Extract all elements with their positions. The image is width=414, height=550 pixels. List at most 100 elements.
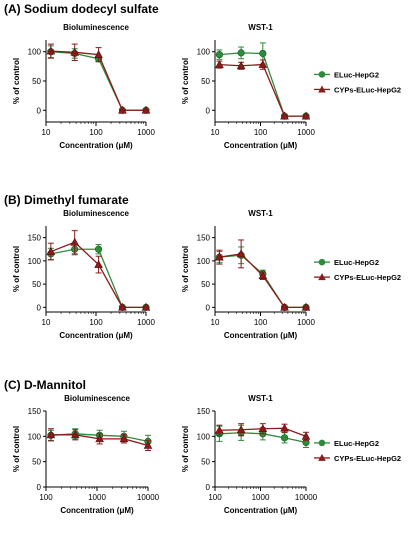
data-point-circle [215,51,224,59]
x-tick-label: 10 [211,318,220,327]
y-tick-label: 150 [197,407,211,416]
series-eluc [47,243,150,311]
chart-1: WST-1 0 50 100 10 100 1000 Concentration (μM) % … [181,23,401,150]
legend-marker-circle [318,439,326,447]
x-axis-label: Concentration (μM) [59,331,133,340]
y-axis-label: % of control [181,426,190,472]
data-point-triangle [94,50,103,58]
y-tick-label: 100 [28,432,42,441]
data-point-triangle [236,61,246,70]
legend-marker-circle [318,71,326,78]
series-cyps [215,423,311,441]
data-point-triangle [46,430,56,439]
data-point-circle [237,49,245,57]
y-axis-label: % of control [12,426,21,472]
data-point-triangle [236,249,246,258]
legend-label: CYPs-ELuc-HepG2 [334,85,401,94]
y-tick-label: 50 [32,77,41,86]
data-point-triangle [46,46,56,55]
legend-marker-triangle [318,85,326,93]
data-point-triangle [215,425,224,434]
data-point-triangle [280,423,289,432]
x-axis-label: Concentration (μM) [60,506,134,515]
y-axis-label: % of control [181,58,190,104]
x-tick-label: 100 [89,318,103,327]
y-tick-label: 0 [206,303,211,312]
y-tick-label: 0 [206,106,211,115]
y-tick-label: 150 [28,407,42,416]
chart-2: Bioluminescence 0 50 100 150 10 100 1000 Concent… [12,209,155,340]
x-tick-label: 100 [254,318,268,327]
x-tick-label: 100 [208,493,222,502]
x-tick-label: 10 [42,128,51,137]
x-tick-label: 1000 [297,318,315,327]
series-cyps [215,59,311,120]
data-point-triangle [301,111,311,120]
data-point-triangle [70,430,80,439]
chart-0: Bioluminescence 0 50 100 10 100 1000 Concentrat… [12,23,155,150]
series-line [219,254,306,309]
data-point-triangle [118,105,127,114]
legend-label: CYPs-ELuc-HepG2 [334,454,401,463]
data-point-triangle [46,246,56,255]
data-point-triangle [118,302,127,311]
y-tick-label: 100 [197,432,211,441]
y-tick-label: 100 [28,257,42,266]
x-axis-label: Concentration (μM) [224,141,298,150]
x-axis-label: Concentration (μM) [224,506,298,515]
y-tick-label: 100 [197,48,211,57]
x-tick-label: 1000 [252,493,270,502]
legend: ELuc-HepG2 CYPs-ELuc-HepG2 [314,439,401,463]
y-tick-label: 0 [37,106,42,115]
data-point-triangle [236,425,246,434]
data-point-triangle [280,302,289,311]
legend-marker-circle [318,258,326,266]
y-tick-label: 0 [37,483,42,492]
chart-title: WST-1 [248,23,273,32]
y-tick-label: 0 [37,303,42,312]
data-point-triangle [143,440,153,449]
y-tick-label: 50 [201,458,210,467]
legend: ELuc-HepG2 CYPs-ELuc-HepG2 [314,258,401,282]
y-tick-label: 100 [197,257,211,266]
series-line [219,63,306,117]
x-tick-label: 100 [89,128,103,137]
x-tick-label: 1000 [297,128,315,137]
data-point-triangle [215,59,224,68]
x-tick-label: 10 [211,128,220,137]
legend-marker-triangle [318,453,326,461]
data-point-triangle [94,259,103,268]
x-tick-label: 1000 [88,493,106,502]
y-tick-label: 0 [206,483,211,492]
x-tick-label: 1000 [137,318,155,327]
chart-3: WST-1 0 50 100 150 10 100 1000 Concentration (μM… [181,209,401,340]
y-tick-label: 50 [32,458,41,467]
data-point-triangle [141,302,151,311]
x-axis-label: Concentration (μM) [59,141,133,150]
legend: ELuc-HepG2 CYPs-ELuc-HepG2 [314,70,401,94]
y-axis-label: % of control [181,246,190,292]
chart-title: Bioluminescence [63,209,129,218]
y-tick-label: 50 [201,280,210,289]
data-point-triangle [258,59,268,68]
panel-title-c: (C) D-Mannitol [4,378,86,392]
y-tick-label: 50 [32,280,41,289]
x-tick-label: 10000 [295,493,318,502]
panel-title-a: (A) Sodium dodecyl sulfate [4,2,159,16]
legend-label: ELuc-HepG2 [334,439,379,448]
data-point-triangle [141,105,151,114]
data-point-triangle [70,47,80,56]
x-tick-label: 100 [254,128,268,137]
data-point-circle [94,245,103,253]
y-axis-label: % of control [12,246,21,292]
data-point-triangle [119,434,129,443]
legend-marker-triangle [318,273,326,281]
data-point-triangle [258,424,268,433]
x-tick-label: 10 [42,318,51,327]
chart-5: WST-1 0 50 100 150 100 1000 10000 Concentration … [181,394,401,515]
x-tick-label: 10000 [137,493,160,502]
x-axis-label: Concentration (μM) [224,331,298,340]
legend-label: ELuc-HepG2 [334,70,379,79]
